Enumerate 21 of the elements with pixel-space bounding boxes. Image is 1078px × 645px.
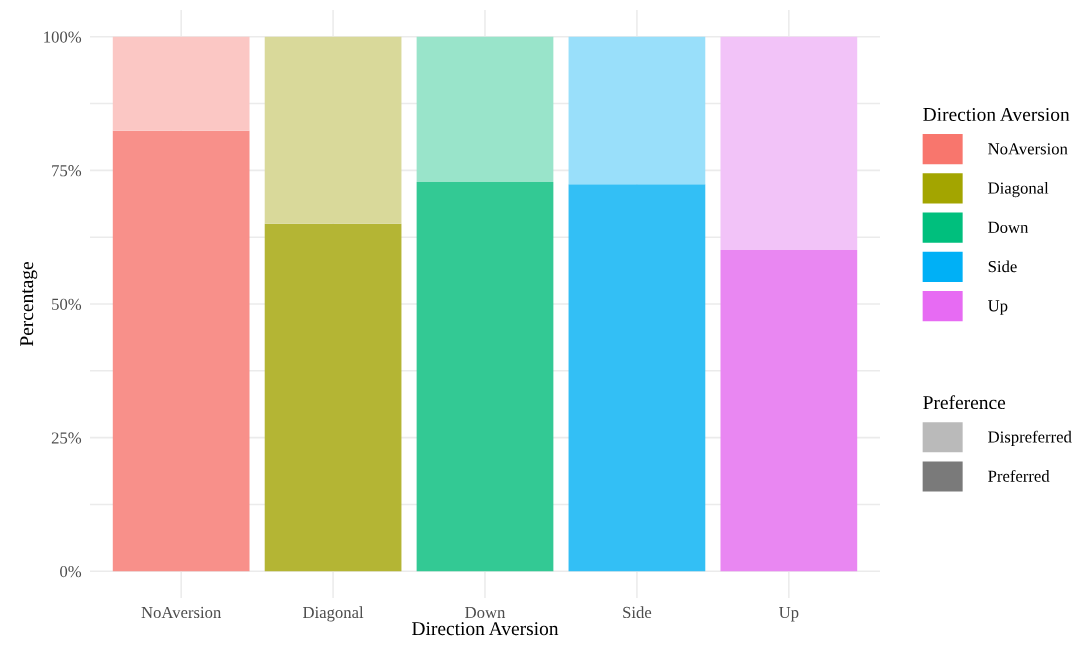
category-label: NoAversion <box>988 143 1068 155</box>
text: Dispreferred <box>988 430 1072 446</box>
text: Direction Aversion <box>923 107 1070 121</box>
y-tick-label: 25% <box>51 432 82 444</box>
y-tick-label: 50% <box>52 298 82 310</box>
y-axis-title: Percentage <box>20 262 38 347</box>
category-label: Diagonal <box>988 181 1049 198</box>
y-tick-label: 100% <box>44 31 82 43</box>
category-label: Up <box>988 300 1008 315</box>
x-tick-label: NoAversion <box>141 606 222 619</box>
y-tick-label: 0% <box>60 565 82 578</box>
x-tick-label: Diagonal <box>303 606 364 622</box>
category-label: Down <box>988 221 1029 233</box>
x-axis-title: Direction Aversion <box>412 622 559 636</box>
text: Preferred <box>988 469 1050 482</box>
x-tick-label: Down <box>465 606 506 619</box>
y-tick-label: 75% <box>52 165 82 177</box>
category-label: Side <box>988 260 1017 273</box>
text: Preference <box>923 395 1006 410</box>
x-tick-label: Side <box>623 606 652 619</box>
x-tick-label: Up <box>779 606 799 622</box>
